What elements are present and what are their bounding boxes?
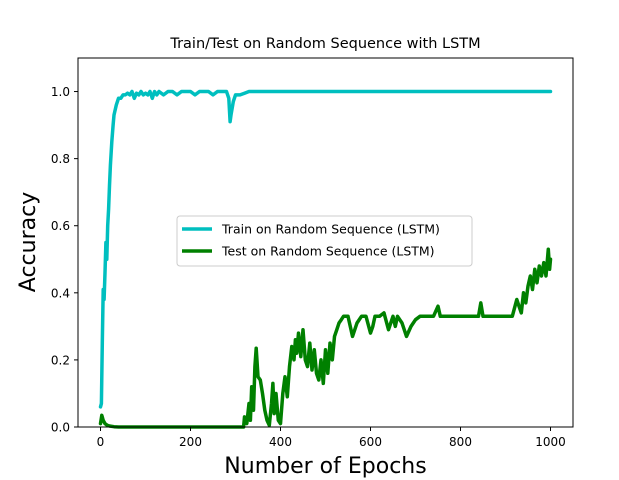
series-line-train [98,89,553,409]
series-line-test [98,247,553,429]
x-tick-label: 600 [359,435,382,449]
y-tick-label: 0.0 [51,421,70,435]
legend-box [176,215,473,267]
y-axis: 0.0 0.2 0.4 0.6 0.8 1.0 [51,85,78,435]
y-tick-label: 0.2 [51,353,70,367]
y-axis-title: Accuracy [16,192,41,292]
y-tick-label: 1.0 [51,85,70,99]
legend-label-test: Test on Random Sequence (LSTM) [221,244,435,259]
y-tick-label: 0.8 [51,152,70,166]
x-axis: 0 200 400 600 800 1000 [97,427,566,449]
x-tick-label: 200 [179,435,202,449]
series-layer [98,89,553,429]
legend: Train on Random Sequence (LSTM) Test on … [176,215,473,267]
x-tick-label: 1000 [535,435,566,449]
x-axis-title: Number of Epochs [224,454,426,479]
x-tick-label: 800 [449,435,472,449]
y-tick-label: 0.6 [51,219,70,233]
x-tick-label: 400 [269,435,292,449]
x-tick-label: 0 [97,435,105,449]
y-tick-label: 0.4 [51,286,70,300]
plot-area-frame [77,57,574,428]
chart-title: Train/Test on Random Sequence with LSTM [169,36,480,52]
legend-label-train: Train on Random Sequence (LSTM) [221,222,440,237]
